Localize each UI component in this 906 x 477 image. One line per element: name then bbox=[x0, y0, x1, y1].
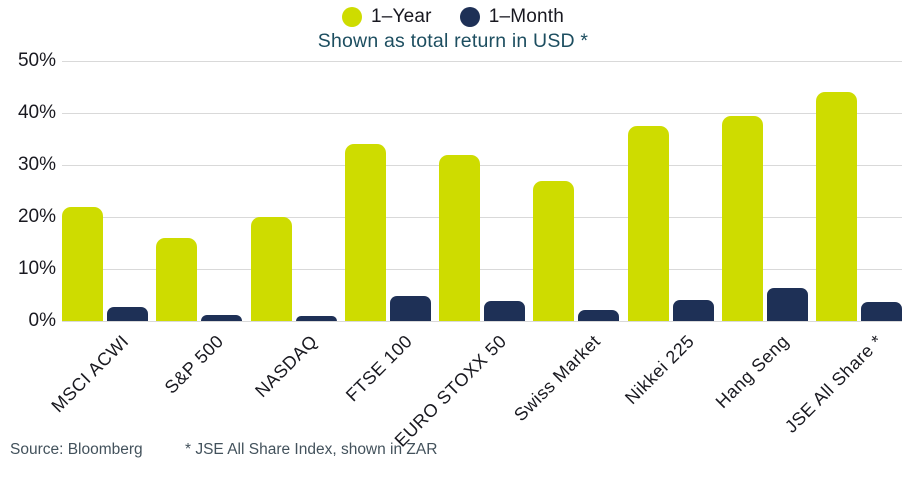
gridline-30% bbox=[62, 165, 902, 166]
bar-group-nasdaq bbox=[250, 61, 337, 321]
1-year-series-swatch-icon bbox=[341, 7, 362, 27]
bar-1-month bbox=[201, 314, 243, 321]
x-axis-category-label: Nikkei 225 bbox=[621, 331, 699, 409]
y-axis-tick-label: 20% bbox=[17, 206, 56, 227]
bar-1-year bbox=[721, 115, 763, 321]
bar-group-s-p-500 bbox=[156, 61, 243, 321]
x-axis-category-label: JSE All Share * bbox=[781, 331, 888, 437]
gridline-0% bbox=[62, 321, 902, 322]
bar-1-month bbox=[578, 310, 620, 321]
gridline-20% bbox=[62, 217, 902, 218]
bar-group-msci-acwi bbox=[62, 61, 148, 321]
bar-1-month bbox=[389, 295, 431, 321]
bar-group-swiss-market bbox=[533, 61, 620, 321]
chart-legend: 1–Year 1–Month bbox=[0, 6, 906, 28]
1-month-series-swatch-icon bbox=[459, 7, 480, 27]
legend-item-1-month: 1–Month bbox=[459, 6, 565, 28]
bar-1-year bbox=[439, 154, 480, 321]
bar-1-year bbox=[156, 237, 198, 321]
chart-subtitle: Shown as total return in USD * bbox=[317, 30, 589, 52]
x-axis-category-label: FTSE 100 bbox=[341, 331, 416, 406]
bar-groups bbox=[62, 61, 902, 321]
y-axis-tick-label: 50% bbox=[17, 50, 56, 71]
gridline-40% bbox=[62, 113, 902, 114]
x-axis-category-label: S&P 500 bbox=[160, 331, 228, 398]
y-axis-tick-label: 40% bbox=[17, 102, 56, 123]
gridline-50% bbox=[62, 61, 902, 62]
bar-group-ftse-100 bbox=[344, 61, 431, 321]
bar-1-year bbox=[344, 144, 386, 321]
gridline-10% bbox=[62, 269, 902, 270]
bar-group-euro-stoxx-50 bbox=[439, 61, 525, 321]
bar-1-month bbox=[766, 287, 808, 321]
y-axis-tick-label: 0% bbox=[28, 310, 56, 331]
bar-group-jse-all-share bbox=[816, 61, 902, 321]
bar-1-year bbox=[250, 217, 292, 321]
plot-area: 0% 10% 20% 30% 40% 50% MSCI ACWI S&P 500 NASDAQ F… bbox=[18, 50, 902, 451]
bar-1-month bbox=[672, 300, 714, 321]
legend-item-1-year: 1–Year bbox=[341, 6, 432, 28]
x-axis-category-label: MSCI ACWI bbox=[47, 331, 134, 417]
source-text: Source: Bloomberg bbox=[10, 441, 143, 458]
bar-1-month bbox=[484, 300, 525, 321]
legend-label-1-year: 1–Year bbox=[370, 6, 432, 27]
bar-1-year bbox=[533, 180, 575, 321]
bar-group-hang-seng bbox=[721, 61, 808, 321]
y-axis-tick-label: 10% bbox=[17, 258, 56, 279]
bar-1-year bbox=[627, 126, 669, 321]
x-axis-category-label: Swiss Market bbox=[510, 331, 605, 426]
x-axis-category-label: Hang Seng bbox=[711, 331, 793, 413]
bar-group-nikkei-225 bbox=[627, 61, 714, 321]
bar-1-year bbox=[62, 206, 103, 321]
bar-1-month bbox=[295, 316, 337, 321]
legend-label-1-month: 1–Month bbox=[488, 6, 565, 27]
y-axis-tick-label: 30% bbox=[17, 154, 56, 175]
bar-1-year bbox=[816, 92, 857, 321]
bar-1-month bbox=[861, 302, 902, 321]
bar-1-month bbox=[107, 307, 148, 321]
footnote-text: * JSE All Share Index, shown in ZAR bbox=[185, 441, 438, 458]
x-axis-category-label: NASDAQ bbox=[251, 331, 322, 402]
